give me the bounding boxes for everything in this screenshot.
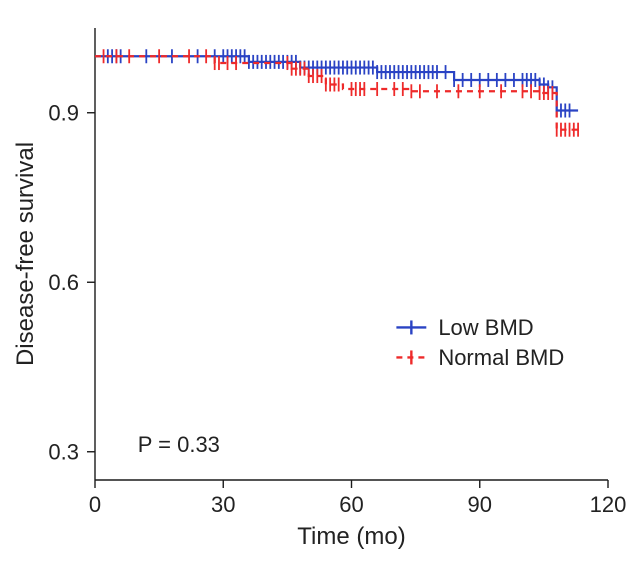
y-axis-label: Disease-free survival bbox=[12, 142, 39, 366]
svg-text:60: 60 bbox=[339, 492, 363, 517]
legend-label: Normal BMD bbox=[438, 345, 564, 370]
svg-text:0.9: 0.9 bbox=[48, 100, 79, 125]
legend-label: Low BMD bbox=[438, 315, 533, 340]
svg-text:90: 90 bbox=[468, 492, 492, 517]
x-axis-label: Time (mo) bbox=[297, 523, 405, 550]
svg-text:0: 0 bbox=[89, 492, 101, 517]
svg-text:0.3: 0.3 bbox=[48, 439, 79, 464]
chart-svg: 0 30 60 90 120 0.3 0.6 0.9 Time (mo) Disease-free… bbox=[0, 0, 642, 567]
svg-text:0.6: 0.6 bbox=[48, 270, 79, 295]
p-value-text: P = 0.33 bbox=[138, 432, 220, 457]
svg-text:30: 30 bbox=[211, 492, 235, 517]
km-survival-chart: 0 30 60 90 120 0.3 0.6 0.9 Time (mo) Disease-free… bbox=[0, 0, 642, 567]
svg-text:120: 120 bbox=[590, 492, 627, 517]
